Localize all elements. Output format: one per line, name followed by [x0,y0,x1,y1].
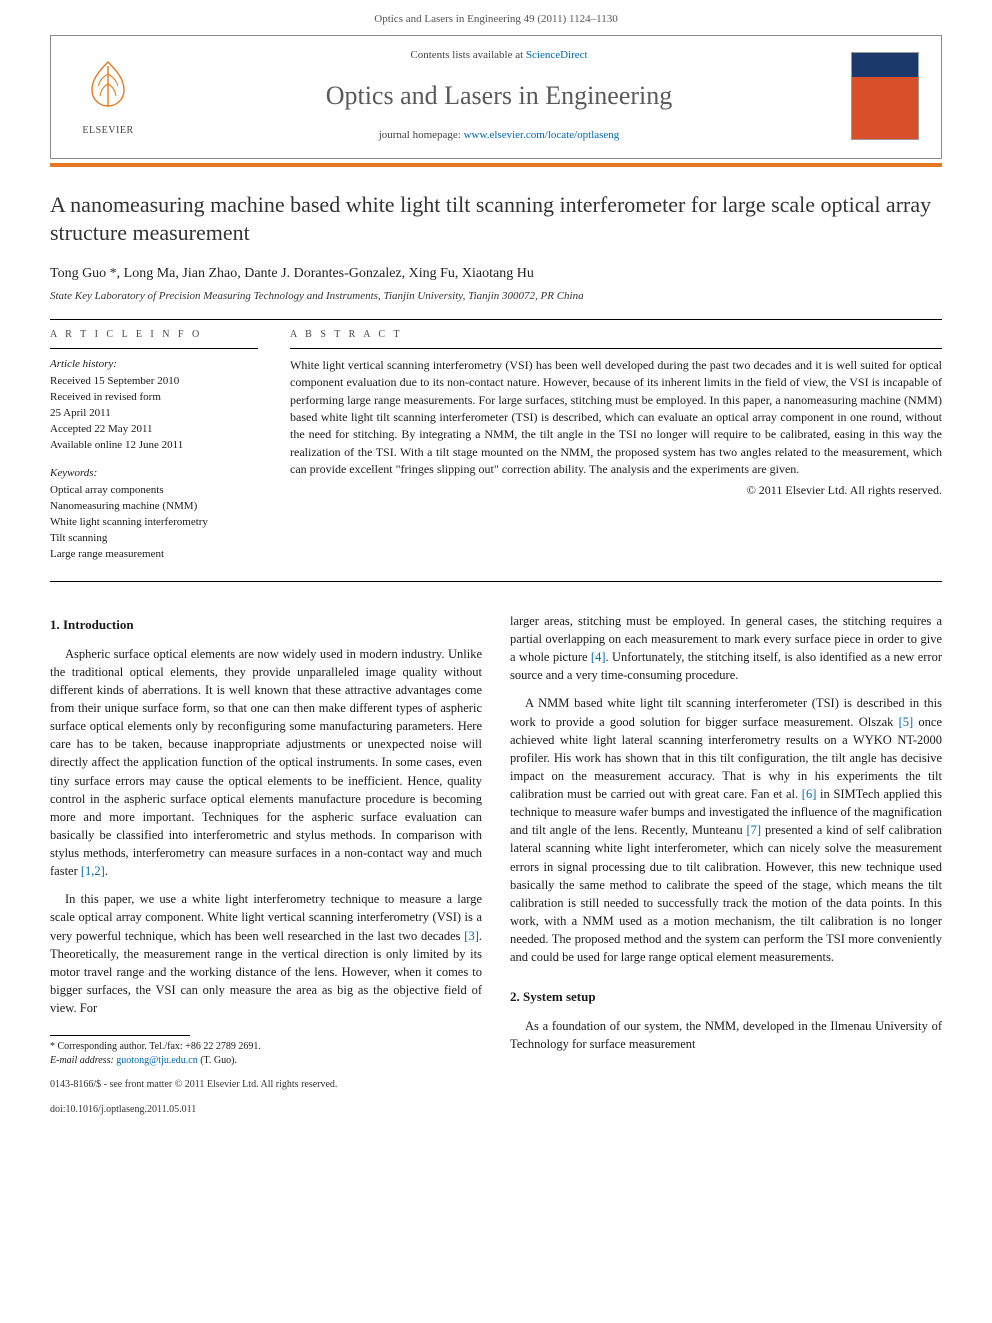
article-info-heading: A R T I C L E I N F O [50,320,258,349]
section-heading-setup: 2. System setup [510,988,942,1007]
para-text: A NMM based white light tilt scanning in… [510,696,942,728]
sciencedirect-link[interactable]: ScienceDirect [526,49,588,61]
section-heading-intro: 1. Introduction [50,616,482,635]
abstract-heading: A B S T R A C T [290,320,942,349]
para-text: Aspheric surface optical elements are no… [50,647,482,879]
email-tail: (T. Guo). [200,1055,237,1066]
homepage-line: journal homepage: www.elsevier.com/locat… [163,128,835,143]
keyword: Nanomeasuring machine (NMM) [50,499,258,515]
col2-paragraph-2: A NMM based white light tilt scanning in… [510,694,942,966]
ref-link[interactable]: [3] [464,929,479,943]
ref-link[interactable]: [5] [899,715,914,729]
journal-name: Optics and Lasers in Engineering [163,78,835,114]
corresponding-author: * Corresponding author. Tel./fax: +86 22… [50,1040,482,1054]
page-body: A nanomeasuring machine based white ligh… [0,191,992,1148]
ref-link[interactable]: [7] [747,823,762,837]
keyword: Large range measurement [50,547,258,563]
journal-cover-thumbnail [851,52,919,140]
email-label: E-mail address: [50,1055,114,1066]
article-info-block: A R T I C L E I N F O Article history: R… [50,320,258,563]
publisher-logo-cell: ELSEVIER [69,54,147,137]
authors-text: Tong Guo *, Long Ma, Jian Zhao, Dante J.… [50,266,534,281]
doi-line: doi:10.1016/j.optlaseng.2011.05.011 [50,1103,482,1118]
keywords-label: Keywords: [50,466,258,481]
para-text: presented a kind of self calibration lat… [510,823,942,964]
history-item: Received in revised form [50,390,258,406]
abstract-text: White light vertical scanning interferom… [290,357,942,479]
intro-paragraph-2: In this paper, we use a white light inte… [50,890,482,1017]
keyword: Tilt scanning [50,531,258,547]
front-matter-line: 0143-8166/$ - see front matter © 2011 El… [50,1078,482,1093]
abstract-block: A B S T R A C T White light vertical sca… [290,320,942,563]
setup-paragraph-1: As a foundation of our system, the NMM, … [510,1017,942,1053]
contents-line: Contents lists available at ScienceDirec… [163,48,835,63]
citation-bar: Optics and Lasers in Engineering 49 (201… [0,0,992,35]
footnote-rule [50,1035,190,1036]
ref-link[interactable]: [1,2] [81,864,105,878]
history-label: Article history: [50,357,258,372]
publisher-name: ELSEVIER [69,124,147,138]
affiliation: State Key Laboratory of Precision Measur… [50,289,942,304]
keyword: White light scanning interferometry [50,515,258,531]
article-title: A nanomeasuring machine based white ligh… [50,191,942,248]
footnote-block: * Corresponding author. Tel./fax: +86 22… [50,1035,482,1117]
email-line: E-mail address: guotong@tju.edu.cn (T. G… [50,1054,482,1068]
elsevier-tree-icon [78,54,138,114]
authors-line: Tong Guo *, Long Ma, Jian Zhao, Dante J.… [50,264,942,284]
intro-paragraph-1: Aspheric surface optical elements are no… [50,645,482,881]
mid-rule [50,581,942,582]
history-list: Received 15 September 2010 Received in r… [50,374,258,454]
header-center: Contents lists available at ScienceDirec… [163,48,835,143]
keyword: Optical array components [50,483,258,499]
para-text: In this paper, we use a white light inte… [50,892,482,942]
body-columns: 1. Introduction Aspheric surface optical… [50,612,942,1117]
keywords-list: Optical array components Nanomeasuring m… [50,483,258,563]
journal-cover-cell [851,52,923,140]
journal-header: ELSEVIER Contents lists available at Sci… [50,35,942,158]
abstract-copyright: © 2011 Elsevier Ltd. All rights reserved… [290,482,942,499]
ref-link[interactable]: [6] [802,787,817,801]
homepage-prefix: journal homepage: [379,129,464,141]
homepage-link[interactable]: www.elsevier.com/locate/optlaseng [464,129,620,141]
history-item: 25 April 2011 [50,406,258,422]
ref-link[interactable]: [4] [591,650,606,664]
citation-text: Optics and Lasers in Engineering 49 (201… [374,13,617,25]
contents-prefix: Contents lists available at [410,49,525,61]
meta-grid: A R T I C L E I N F O Article history: R… [50,320,942,563]
para-text: . [105,864,108,878]
history-item: Available online 12 June 2011 [50,438,258,454]
col2-paragraph-1: larger areas, stitching must be employed… [510,612,942,685]
accent-bar [50,163,942,167]
history-item: Received 15 September 2010 [50,374,258,390]
history-item: Accepted 22 May 2011 [50,422,258,438]
email-link[interactable]: guotong@tju.edu.cn [116,1055,197,1066]
